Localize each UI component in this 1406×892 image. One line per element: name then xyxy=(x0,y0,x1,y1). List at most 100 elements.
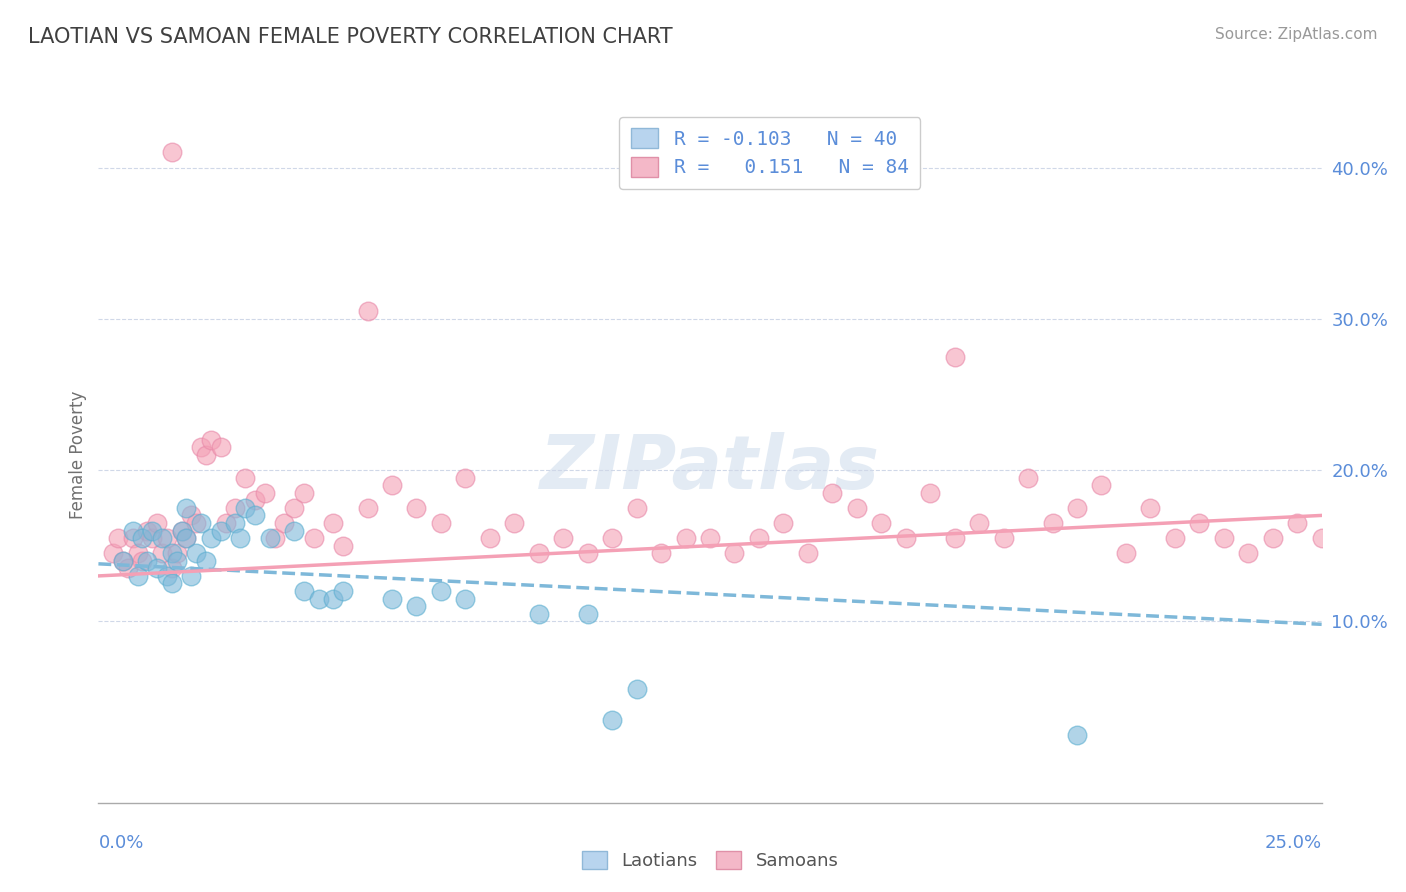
Point xyxy=(176,531,198,545)
Text: Source: ZipAtlas.com: Source: ZipAtlas.com xyxy=(1215,27,1378,42)
Point xyxy=(131,531,153,545)
Point xyxy=(263,531,285,545)
Point xyxy=(381,591,404,606)
Point xyxy=(527,546,550,560)
Point xyxy=(156,531,179,545)
Point xyxy=(405,500,427,515)
Point xyxy=(209,441,232,455)
Point xyxy=(253,485,276,500)
Point xyxy=(101,546,124,560)
Point xyxy=(405,599,427,614)
Point xyxy=(233,470,256,484)
Point xyxy=(1164,531,1187,545)
Point xyxy=(292,584,315,599)
Point xyxy=(845,500,868,515)
Point xyxy=(121,531,143,545)
Point xyxy=(870,516,893,530)
Point xyxy=(1212,531,1234,545)
Point xyxy=(150,546,173,560)
Point xyxy=(121,524,143,538)
Point xyxy=(200,531,222,545)
Text: LAOTIAN VS SAMOAN FEMALE POVERTY CORRELATION CHART: LAOTIAN VS SAMOAN FEMALE POVERTY CORRELA… xyxy=(28,27,672,46)
Point xyxy=(136,554,159,568)
Point xyxy=(292,485,315,500)
Point xyxy=(166,554,188,568)
Point xyxy=(626,500,648,515)
Text: ZIPatlas: ZIPatlas xyxy=(540,433,880,506)
Point xyxy=(356,304,378,318)
Point xyxy=(136,524,159,538)
Point xyxy=(176,500,198,515)
Point xyxy=(111,554,134,568)
Point xyxy=(146,561,169,575)
Point xyxy=(107,531,129,545)
Point xyxy=(186,516,208,530)
Point xyxy=(650,546,672,560)
Point xyxy=(233,500,256,515)
Point xyxy=(626,682,648,697)
Point xyxy=(127,569,149,583)
Point xyxy=(190,516,212,530)
Point xyxy=(943,350,966,364)
Point xyxy=(1334,500,1357,515)
Point xyxy=(600,713,623,727)
Point xyxy=(150,531,173,545)
Point xyxy=(224,500,246,515)
Point xyxy=(322,591,344,606)
Point xyxy=(176,531,198,545)
Point xyxy=(797,546,820,560)
Point xyxy=(214,516,236,530)
Point xyxy=(195,554,218,568)
Point xyxy=(180,508,202,523)
Point xyxy=(600,531,623,545)
Point xyxy=(283,500,305,515)
Point xyxy=(259,531,281,545)
Point xyxy=(1286,516,1309,530)
Point xyxy=(675,531,697,545)
Point xyxy=(943,531,966,545)
Point xyxy=(141,531,163,545)
Point xyxy=(283,524,305,538)
Point xyxy=(430,584,453,599)
Point xyxy=(111,554,134,568)
Point xyxy=(1139,500,1161,515)
Point xyxy=(993,531,1015,545)
Point xyxy=(356,500,378,515)
Point xyxy=(131,554,153,568)
Point xyxy=(1017,470,1039,484)
Y-axis label: Female Poverty: Female Poverty xyxy=(69,391,87,519)
Point xyxy=(576,546,599,560)
Point xyxy=(156,569,179,583)
Legend: Laotians, Samoans: Laotians, Samoans xyxy=(575,844,845,877)
Point xyxy=(243,493,266,508)
Point xyxy=(160,546,183,560)
Point xyxy=(195,448,218,462)
Point xyxy=(186,546,208,560)
Point xyxy=(1384,516,1406,530)
Point xyxy=(1188,516,1211,530)
Point xyxy=(821,485,844,500)
Point xyxy=(576,607,599,621)
Point xyxy=(1360,531,1382,545)
Point xyxy=(553,531,575,545)
Point xyxy=(920,485,942,500)
Point xyxy=(146,516,169,530)
Point xyxy=(302,531,325,545)
Point xyxy=(430,516,453,530)
Point xyxy=(478,531,501,545)
Text: 0.0%: 0.0% xyxy=(98,834,143,852)
Point xyxy=(1310,531,1333,545)
Point xyxy=(699,531,721,545)
Point xyxy=(180,569,202,583)
Point xyxy=(273,516,295,530)
Point xyxy=(332,539,354,553)
Point xyxy=(381,478,404,492)
Point xyxy=(141,524,163,538)
Point xyxy=(170,524,193,538)
Point xyxy=(190,441,212,455)
Point xyxy=(117,561,139,575)
Point xyxy=(967,516,990,530)
Point xyxy=(209,524,232,538)
Point xyxy=(166,546,188,560)
Point xyxy=(332,584,354,599)
